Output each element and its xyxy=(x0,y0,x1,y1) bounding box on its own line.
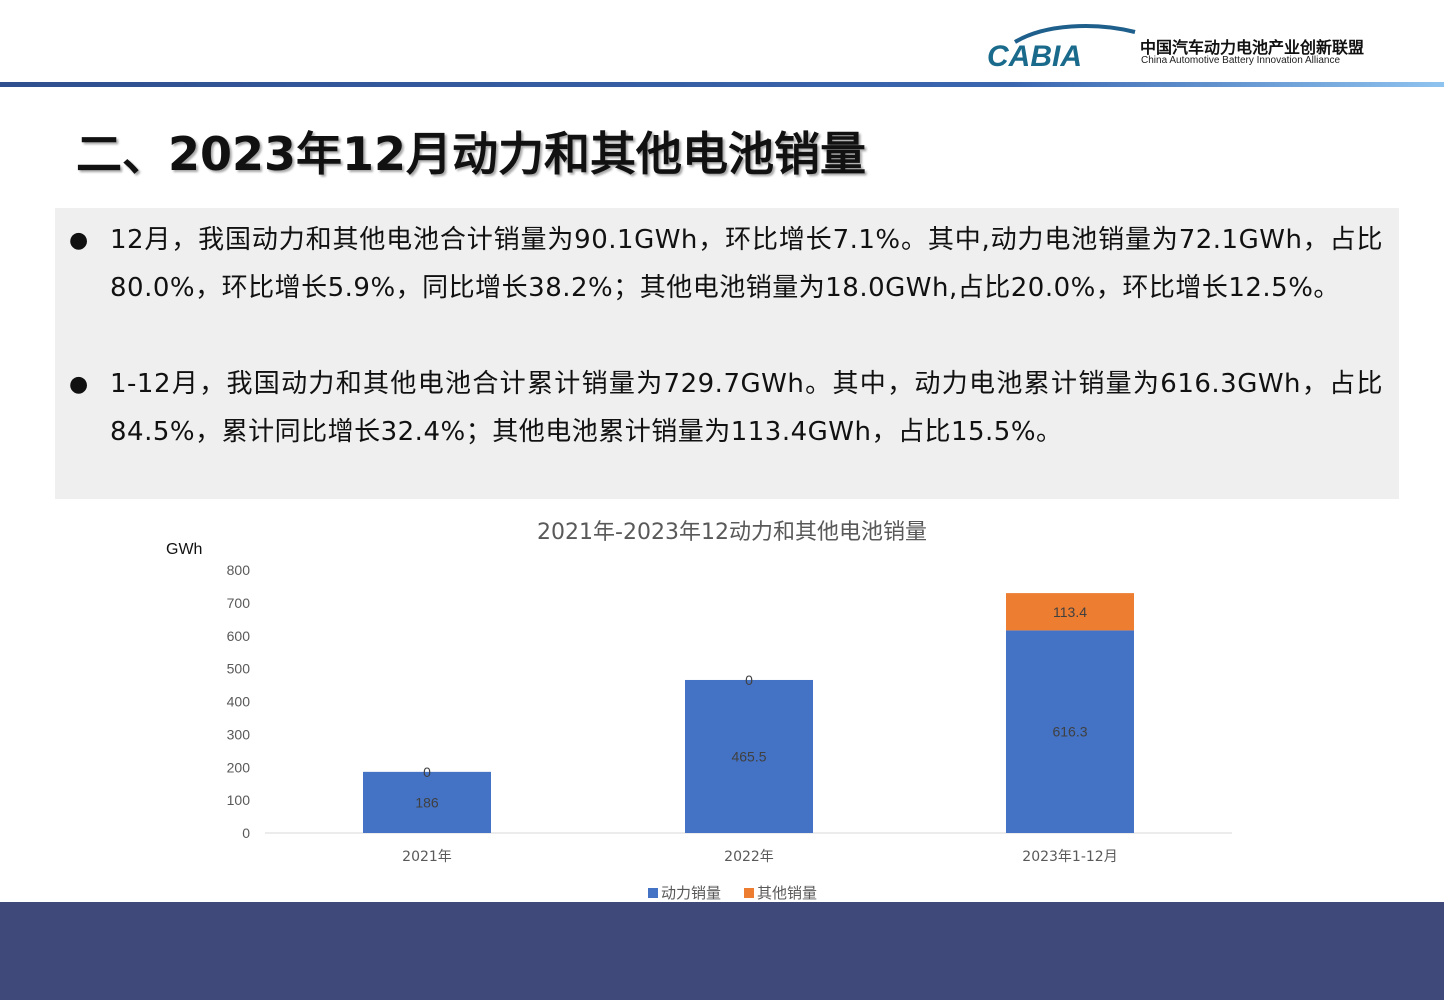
cabia-logo: CABIA xyxy=(987,24,1136,73)
chart-title: 2021年-2023年12动力和其他电池销量 xyxy=(537,520,927,545)
bullet-dot: ● xyxy=(69,228,89,253)
y-tick-label: 600 xyxy=(227,628,251,644)
data-label: 0 xyxy=(423,764,431,780)
bar-power-0 xyxy=(363,771,491,833)
x-tick-label: 2022年 xyxy=(724,849,774,865)
org-name-cn: 中国汽车动力电池产业创新联盟 xyxy=(1140,38,1365,57)
y-tick-label: 100 xyxy=(227,792,251,808)
x-axis-labels: 2021年 2022年 2023年1-12月 xyxy=(402,849,1118,865)
data-label: 465.5 xyxy=(731,748,766,764)
y-tick-label: 300 xyxy=(227,726,251,742)
x-tick-label: 2023年1-12月 xyxy=(1022,849,1117,865)
footer-band xyxy=(0,902,1444,1000)
legend-swatch xyxy=(648,888,658,898)
header-divider xyxy=(0,82,1444,87)
y-axis-ticks: 0 100 200 300 400 500 600 700 800 xyxy=(227,562,251,841)
legend-label: 动力销量 xyxy=(661,884,721,902)
page-title: 二、2023年12月动力和其他电池销量 xyxy=(76,127,867,181)
bullet-dot: ● xyxy=(69,372,89,397)
legend-swatch xyxy=(744,888,754,898)
bar-other-2 xyxy=(1006,593,1134,631)
org-name-en: China Automotive Battery Innovation Alli… xyxy=(1141,55,1341,66)
x-tick-label: 2021年 xyxy=(402,849,452,865)
data-label: 113.4 xyxy=(1053,604,1087,620)
bar-power-1 xyxy=(685,679,813,833)
y-tick-label: 0 xyxy=(242,825,250,841)
summary-paragraph-1: 12月，我国动力和其他电池合计销量为90.1GWh，环比增长7.1%。其中,动力… xyxy=(110,225,1383,303)
header: CABIA 中国汽车动力电池产业创新联盟 China Automotive Ba… xyxy=(0,0,1444,90)
data-label: 186 xyxy=(415,794,439,810)
chart-legend: 动力销量 其他销量 xyxy=(648,884,817,902)
data-label: 616.3 xyxy=(1052,724,1087,740)
data-label: 0 xyxy=(745,672,753,688)
legend-label: 其他销量 xyxy=(757,884,817,902)
sales-chart: 2021年-2023年12动力和其他电池销量 GWh 0 100 200 300 400… xyxy=(166,520,1232,902)
y-tick-label: 200 xyxy=(227,759,251,775)
summary-paragraph-2: 1-12月，我国动力和其他电池合计累计销量为729.7GWh。其中，动力电池累计… xyxy=(110,369,1383,447)
logo-wordmark: CABIA xyxy=(987,40,1082,73)
y-tick-label: 400 xyxy=(227,694,251,710)
y-tick-label: 700 xyxy=(227,595,251,611)
y-tick-label: 500 xyxy=(227,661,251,677)
bar-group: 186 0 465.5 0 616.3 113.4 xyxy=(363,593,1134,833)
summary-box: ● 12月，我国动力和其他电池合计销量为90.1GWh，环比增长7.1%。其中,… xyxy=(55,208,1399,499)
bar-power-2 xyxy=(1006,630,1134,833)
y-tick-label: 800 xyxy=(227,562,251,578)
y-axis-unit: GWh xyxy=(166,541,202,558)
